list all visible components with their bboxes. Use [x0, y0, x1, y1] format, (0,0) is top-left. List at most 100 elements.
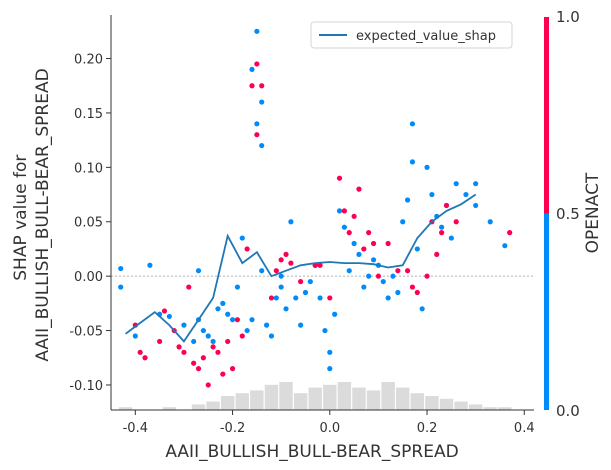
histogram-bar — [293, 393, 308, 410]
scatter-point-high — [191, 360, 197, 366]
scatter-point-high — [157, 338, 163, 345]
histogram-bar — [279, 382, 293, 410]
histogram-bar — [468, 404, 483, 410]
scatter-point-low — [249, 66, 255, 73]
scatter-point-low — [254, 121, 260, 127]
scatter-point-low — [191, 338, 197, 345]
scatter-point-high — [142, 355, 148, 361]
scatter-point-low — [307, 278, 313, 285]
scatter-point-high — [220, 371, 226, 377]
y-ticks: -0.10 -0.05 0.00 0.05 0.10 0.15 0.20 — [69, 53, 111, 394]
scatter-point-high — [215, 349, 221, 355]
scatter-point-low — [351, 240, 357, 247]
scatter-point-high — [249, 83, 255, 89]
scatter-point-low — [181, 322, 187, 328]
x-tick-label: -0.4 — [123, 421, 148, 436]
scatter-point-low — [341, 224, 347, 230]
scatter-point-low — [424, 164, 430, 170]
scatter-point-high — [346, 230, 352, 236]
scatter-point-low — [317, 295, 323, 301]
histogram-bar — [235, 393, 249, 410]
scatter-point-low — [298, 322, 304, 328]
x-ticks: -0.4 -0.2 0.0 0.2 0.4 — [123, 410, 535, 436]
scatter-point-high — [434, 251, 440, 257]
scatter-point-high — [361, 246, 367, 252]
scatter-point-low — [453, 181, 459, 187]
scatter-point-low — [200, 327, 206, 334]
scatter-point-low — [259, 268, 265, 274]
scatter-point-low — [322, 327, 328, 334]
legend: expected_value_shap — [310, 21, 513, 49]
scatter-point-low — [278, 284, 284, 290]
scatter-point-low — [346, 268, 352, 274]
histogram-bar — [323, 384, 337, 410]
y-tick-label: 0.15 — [74, 107, 103, 122]
y-tick-label: -0.10 — [69, 379, 103, 394]
y-axis-label: SHAP value for AAII_BULLISH_BULL-BEAR_SP… — [11, 68, 53, 361]
histogram-bar — [425, 396, 439, 410]
scatter-point-high — [439, 230, 445, 236]
legend-entry: expected_value_shap — [356, 29, 496, 44]
scatter-point-high — [259, 83, 265, 89]
histogram-bar — [264, 384, 279, 410]
histogram-bar — [410, 393, 425, 410]
histogram-bar — [366, 390, 381, 410]
scatter-point-high — [409, 284, 416, 290]
scatter-point-low — [390, 273, 396, 279]
scatter-point-high — [229, 366, 236, 372]
scatter-point-high — [205, 382, 211, 388]
scatter-point-low — [166, 313, 172, 320]
colorbar-tick-low: 0.0 — [556, 402, 580, 420]
scatter-point-low — [249, 317, 255, 323]
scatter-point-low — [239, 235, 245, 241]
scatter-point-low — [366, 273, 372, 279]
scatter-point-high — [341, 208, 347, 214]
scatter-point-high — [414, 289, 420, 296]
colorbar: 1.0 0.5 0.0 OPENACT — [544, 8, 603, 420]
scatter-point-low — [254, 28, 260, 34]
y-tick-label: 0.00 — [74, 270, 103, 285]
scatter-point-low — [215, 306, 221, 312]
scatter-point-high — [366, 230, 372, 236]
scatter-point-low — [259, 99, 265, 105]
scatter-point-low — [288, 219, 294, 225]
scatter-point-low — [263, 322, 270, 328]
scatter-point-high — [507, 230, 513, 236]
expected-value-line — [125, 193, 477, 343]
scatter-point-low — [225, 311, 231, 317]
scatter-point-low — [332, 311, 338, 317]
scatter-point-high — [404, 268, 411, 274]
scatter-point-low — [118, 284, 124, 290]
scatter-point-high — [225, 338, 231, 345]
scatter-point-high — [370, 240, 377, 247]
scatter-point-high — [443, 202, 450, 209]
scatter-point-high — [288, 260, 294, 266]
expected-value-series-line — [125, 193, 477, 343]
scatter-point-low — [244, 327, 250, 334]
scatter-point-low — [502, 243, 508, 249]
scatter-point-high — [186, 284, 192, 290]
scatter-point-low — [259, 142, 265, 149]
scatter-point-low — [195, 268, 202, 274]
y-tick-label: 0.20 — [74, 53, 103, 68]
scatter-point-low — [439, 224, 445, 230]
scatter-point-low — [229, 317, 236, 323]
y-tick-label: -0.05 — [69, 325, 103, 340]
scatter-point-low — [205, 333, 211, 339]
histogram-bar — [220, 396, 235, 410]
histogram-bar — [483, 407, 497, 410]
scatter-point-low — [147, 262, 153, 268]
scatter-point-high — [254, 61, 260, 67]
scatter-point-low — [327, 366, 333, 372]
scatter-point-low — [268, 333, 275, 339]
scatter-point-low — [327, 349, 333, 355]
y-tick-label: 0.05 — [74, 216, 103, 231]
scatter-point-high — [385, 240, 391, 247]
histogram-bar — [118, 407, 133, 410]
scatter-point-high — [176, 344, 182, 350]
scatter-point-high — [356, 186, 362, 192]
scatter-point-low — [448, 235, 454, 241]
scatter-point-high — [283, 251, 289, 257]
scatter-point-high — [424, 273, 430, 279]
